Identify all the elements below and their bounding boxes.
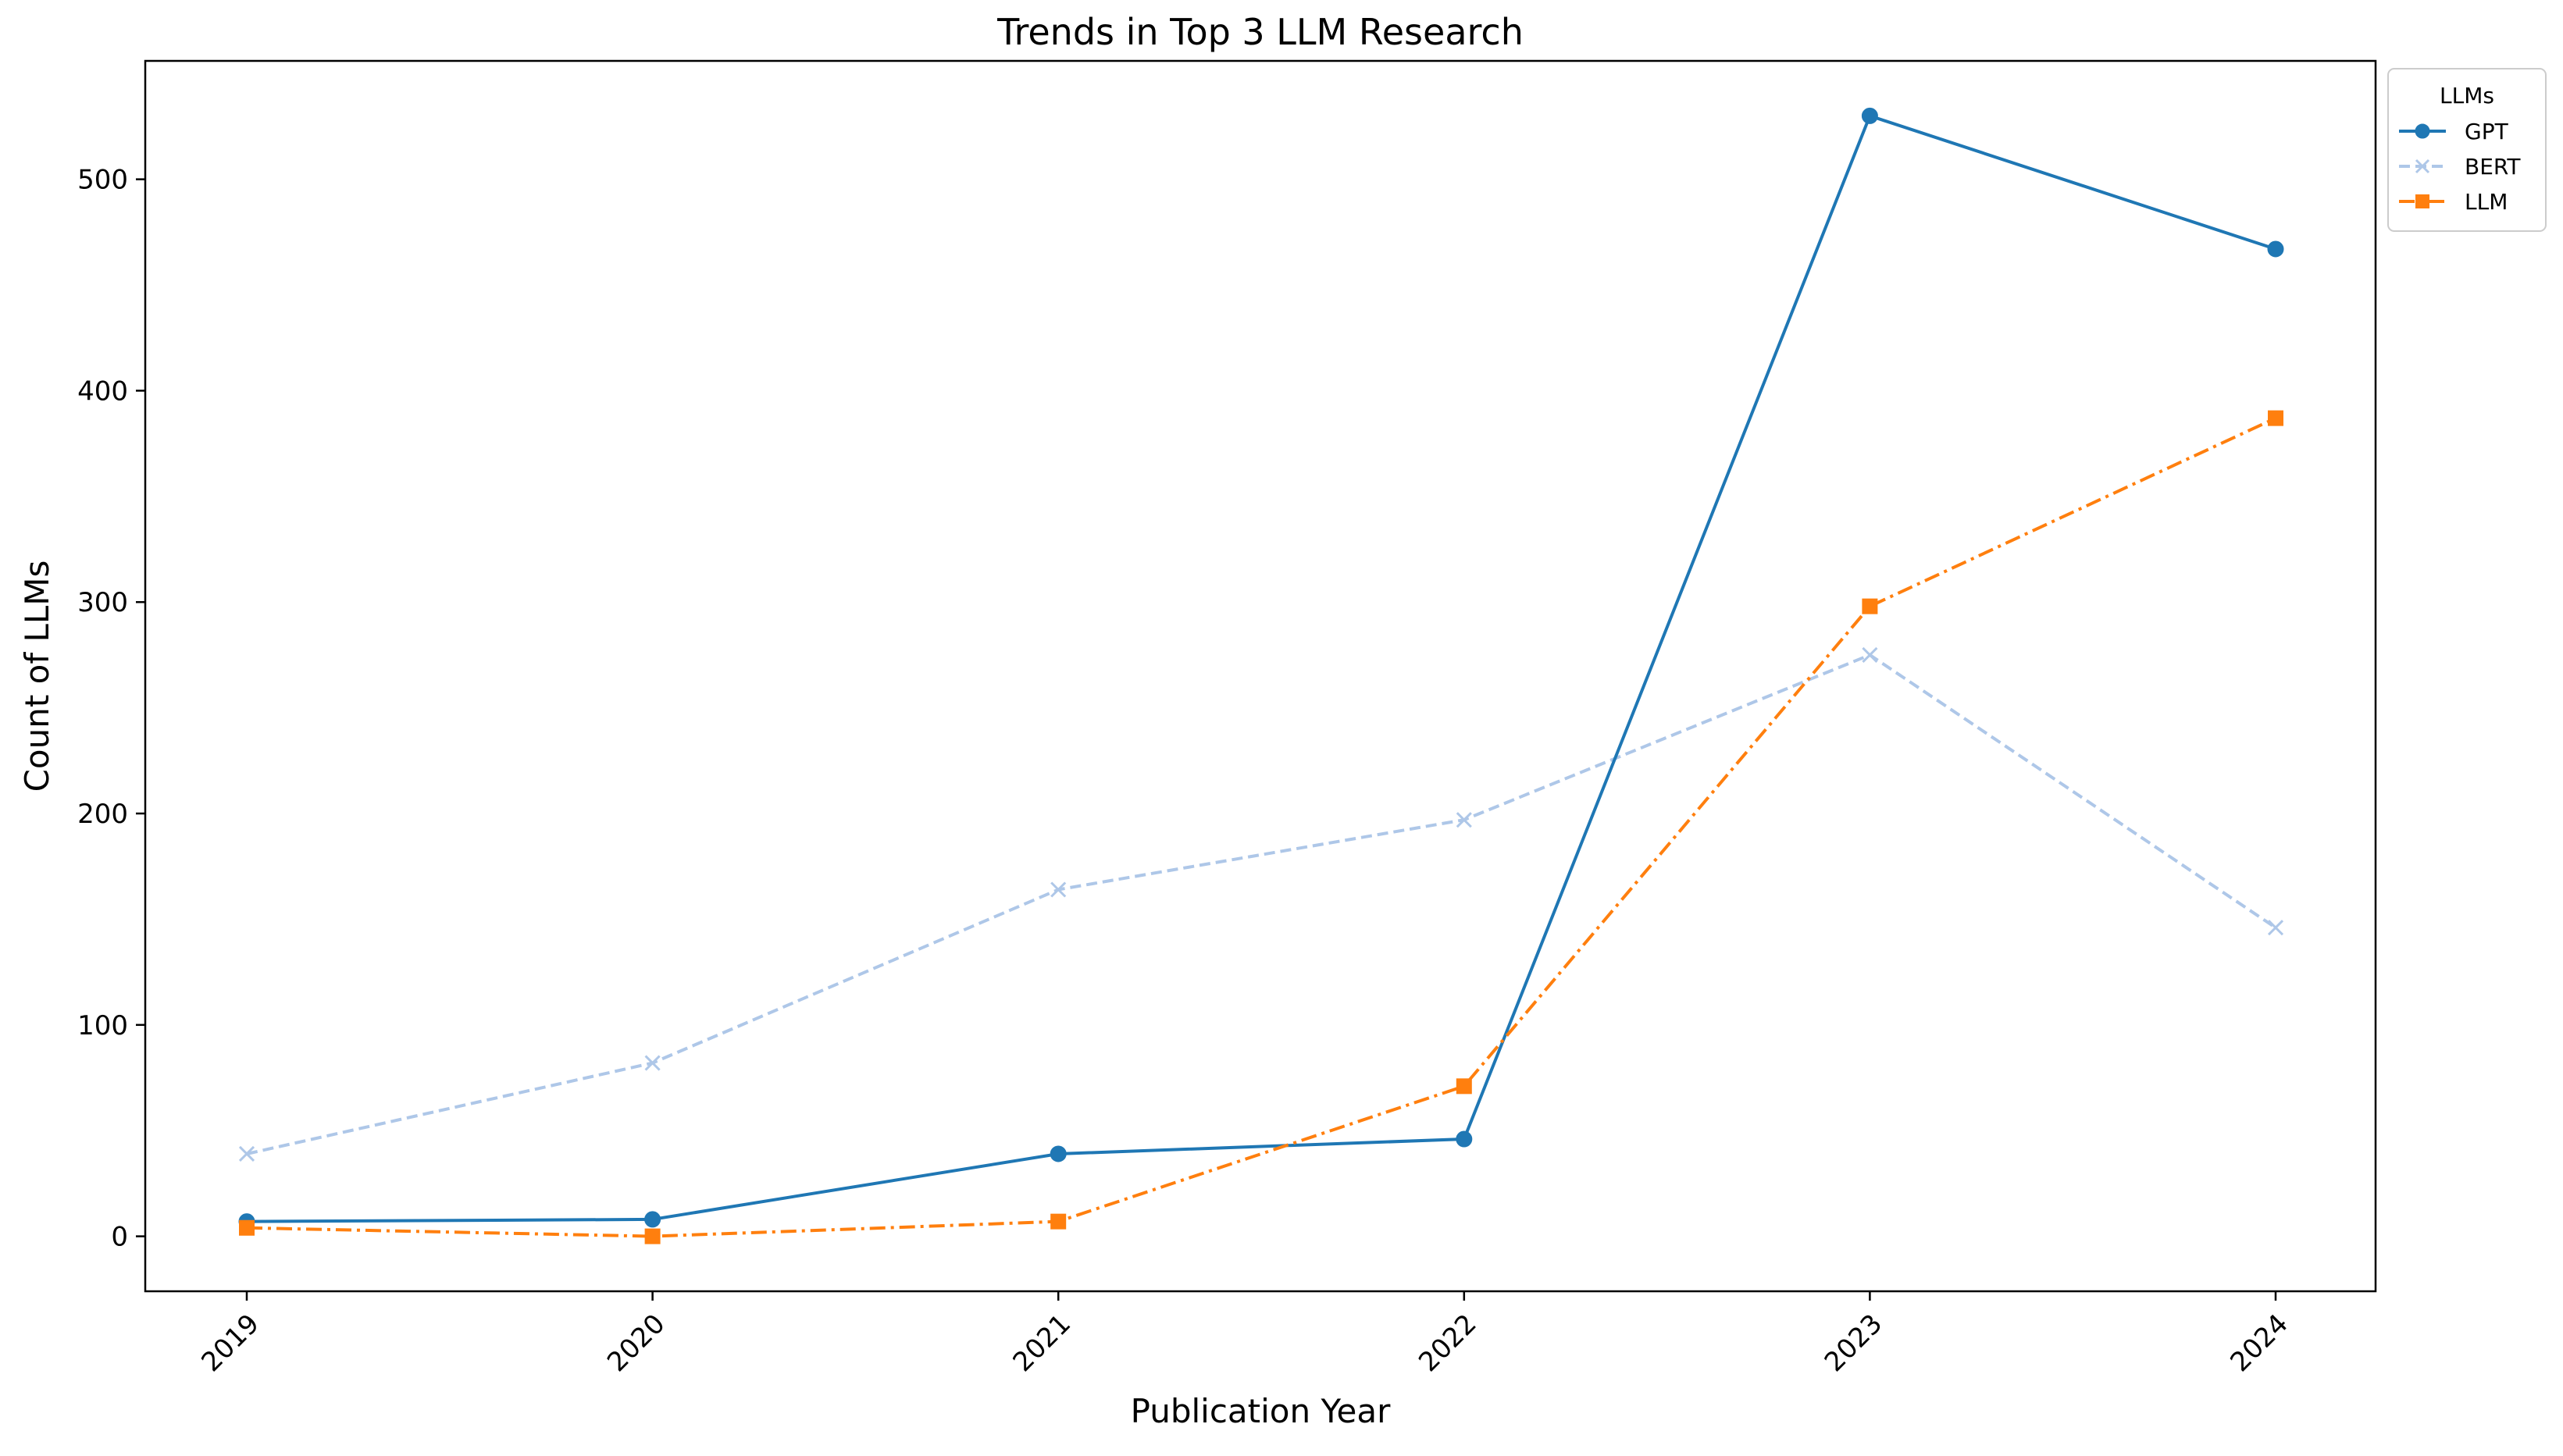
data-point — [2268, 410, 2283, 426]
data-point — [2267, 240, 2284, 258]
x-tick-label: 2023 — [1819, 1308, 1888, 1378]
data-point — [1456, 1078, 1472, 1095]
legend-label: LLM — [2465, 189, 2508, 215]
series-layer — [238, 107, 2284, 1244]
legend-title: LLMs — [2440, 83, 2494, 109]
x-axis-label: Publication Year — [1131, 1392, 1391, 1430]
chart-title: Trends in Top 3 LLM Research — [996, 11, 1524, 53]
legend: LLMs GPT BERT LLM — [2387, 68, 2547, 232]
y-tick-label: 200 — [77, 799, 128, 830]
y-tick-label: 100 — [77, 1010, 128, 1041]
x-tick-label: 2022 — [1413, 1308, 1482, 1378]
y-axis-label: Count of LLMs — [18, 561, 56, 792]
series-line — [246, 653, 2277, 1155]
data-point — [644, 1211, 661, 1228]
data-point — [2415, 123, 2430, 139]
plot-area — [144, 59, 2377, 1293]
data-point — [2415, 158, 2430, 174]
x-tick-label: 2020 — [601, 1308, 671, 1378]
data-point — [1862, 598, 1878, 614]
legend-item-bert: BERT — [2399, 154, 2521, 180]
series-gpt — [238, 107, 2284, 1230]
series-line — [246, 113, 2276, 1223]
data-point — [1050, 1213, 1067, 1230]
y-tick-label: 300 — [77, 587, 128, 618]
y-tick-label: 0 — [111, 1222, 128, 1253]
data-point — [1456, 1130, 1473, 1148]
y-tick-label: 400 — [77, 376, 128, 407]
series-line — [246, 416, 2276, 1238]
data-point — [644, 1055, 661, 1071]
legend-label: GPT — [2465, 119, 2509, 144]
legend-item-llm: LLM — [2399, 189, 2508, 215]
y-tick-label: 500 — [77, 165, 128, 196]
data-point — [644, 1228, 661, 1244]
legend-label: BERT — [2465, 154, 2521, 180]
x-tick-label: 2024 — [2224, 1308, 2294, 1378]
data-point — [2415, 194, 2429, 208]
x-tick-label: 2021 — [1007, 1308, 1077, 1378]
data-point — [238, 1145, 255, 1162]
series-bert — [238, 646, 2284, 1162]
data-point — [1862, 646, 1878, 663]
x-tick-label: 2019 — [195, 1308, 265, 1378]
data-point — [1456, 812, 1472, 828]
y-axis-ticks: 0 100 200 300 400 500 — [77, 165, 145, 1253]
x-axis-ticks: 2019 2020 2021 2022 2023 2024 — [195, 1291, 2294, 1378]
legend-item-gpt: GPT — [2399, 119, 2509, 144]
data-point — [1050, 1145, 1067, 1162]
data-point — [239, 1219, 255, 1236]
legend-box — [2387, 68, 2547, 232]
data-point — [1050, 881, 1067, 898]
data-point — [2267, 920, 2284, 936]
data-point — [1861, 107, 1878, 124]
series-llm — [239, 410, 2283, 1244]
